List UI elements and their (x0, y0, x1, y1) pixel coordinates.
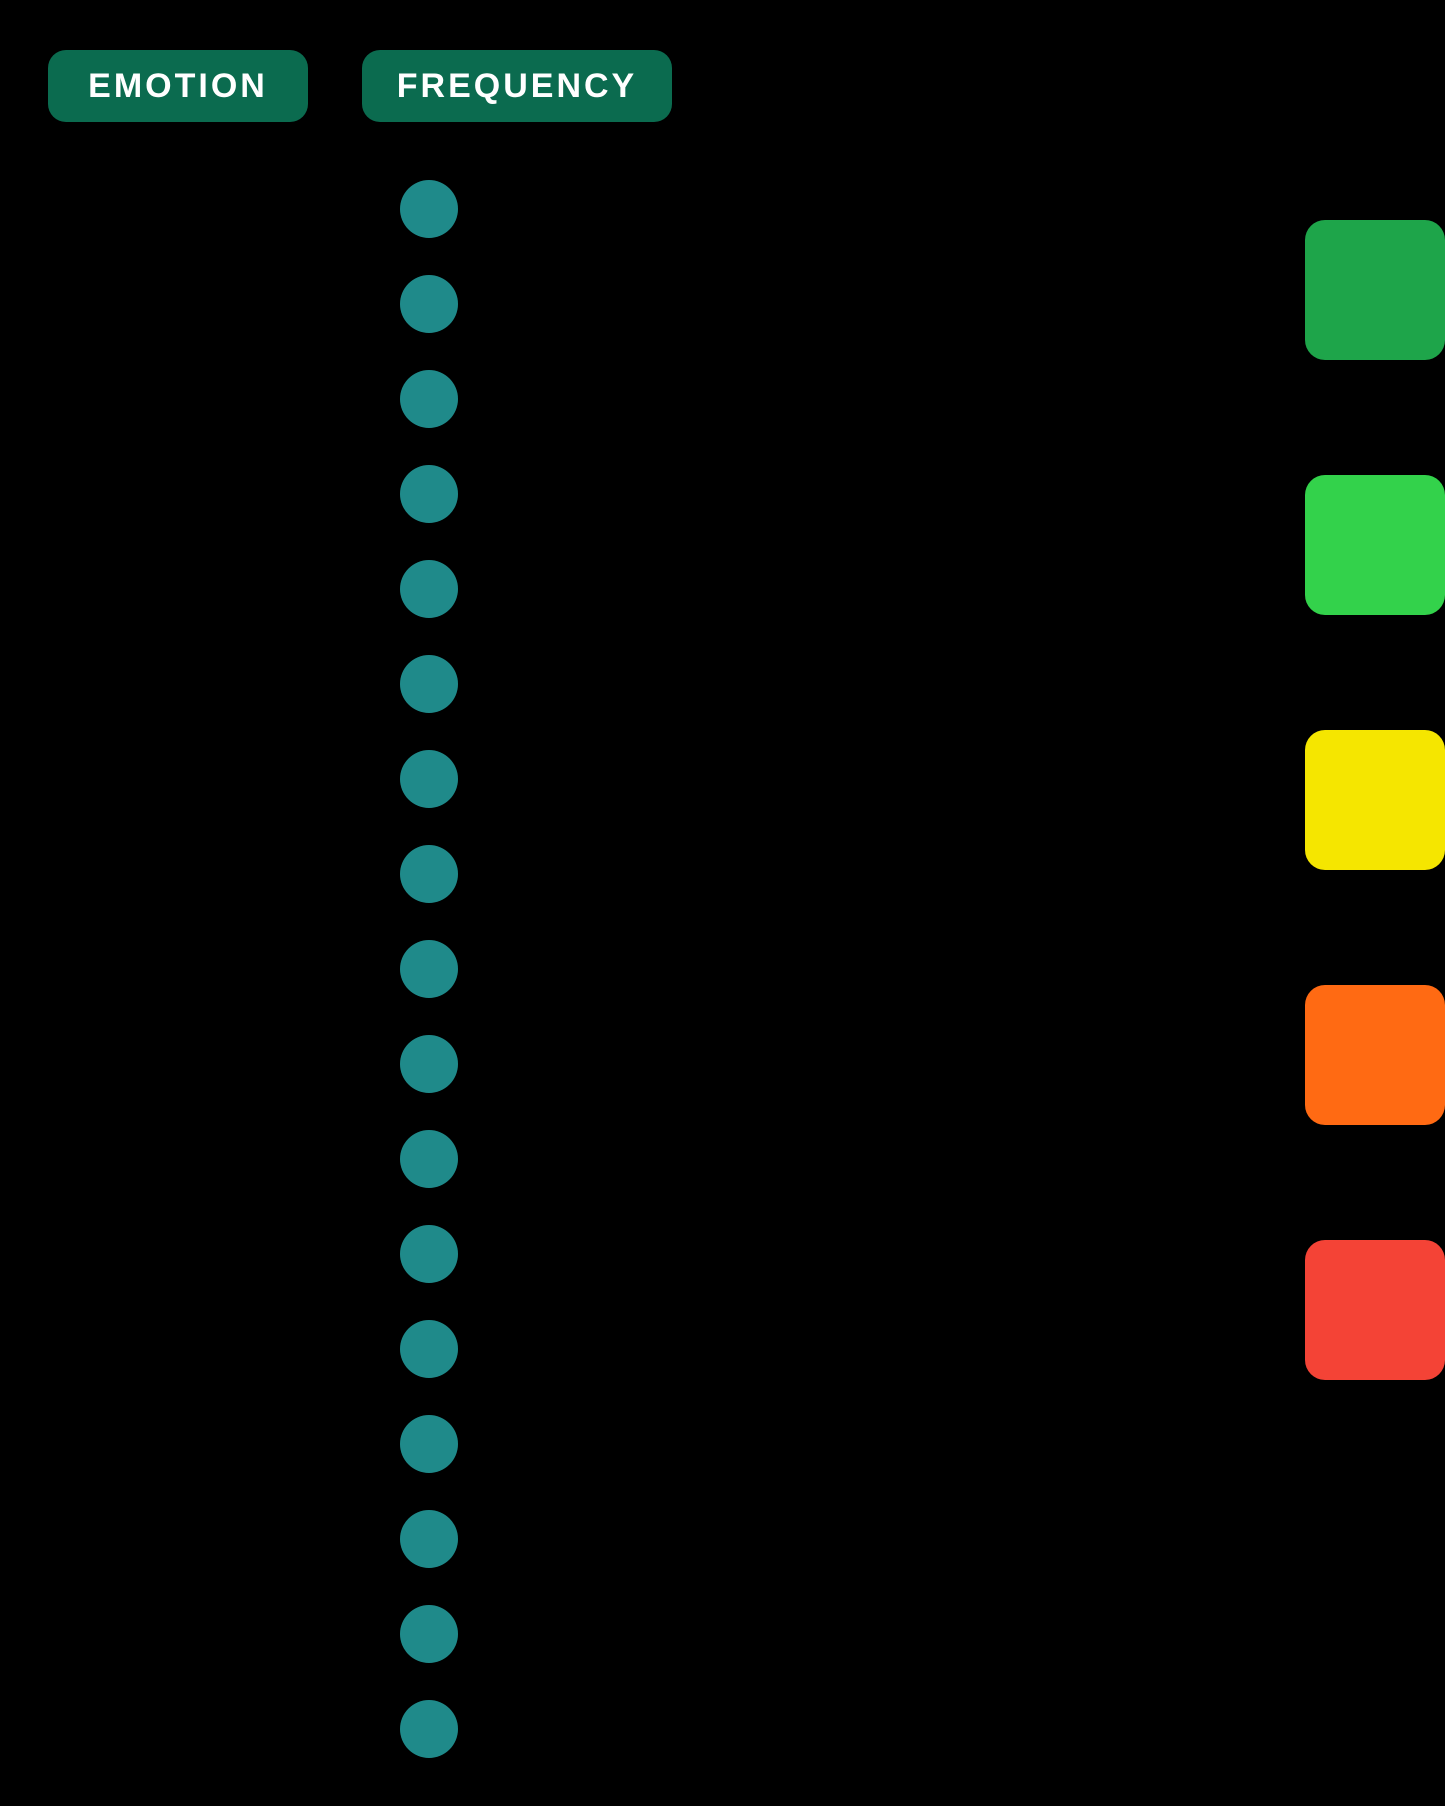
frequency-dot (400, 1700, 458, 1758)
header-frequency-pill: FREQUENCY (362, 50, 672, 122)
frequency-dot (400, 750, 458, 808)
frequency-dot (400, 560, 458, 618)
frequency-dot (400, 1035, 458, 1093)
palette-swatch-2 (1305, 730, 1445, 870)
palette-swatch-1 (1305, 475, 1445, 615)
frequency-dot (400, 275, 458, 333)
palette-swatch-0 (1305, 220, 1445, 360)
frequency-dot (400, 465, 458, 523)
frequency-dot (400, 1510, 458, 1568)
frequency-dot (400, 655, 458, 713)
header-emotion-pill: EMOTION (48, 50, 308, 122)
frequency-dot (400, 845, 458, 903)
palette-swatch-4 (1305, 1240, 1445, 1380)
frequency-dot (400, 370, 458, 428)
frequency-dot (400, 1605, 458, 1663)
emotion-frequency-chart: EMOTION FREQUENCY (0, 0, 1445, 1806)
frequency-dot (400, 1320, 458, 1378)
frequency-dot (400, 1130, 458, 1188)
palette-swatch-3 (1305, 985, 1445, 1125)
frequency-dot (400, 1415, 458, 1473)
frequency-dot (400, 1225, 458, 1283)
frequency-dot (400, 180, 458, 238)
frequency-dot (400, 940, 458, 998)
